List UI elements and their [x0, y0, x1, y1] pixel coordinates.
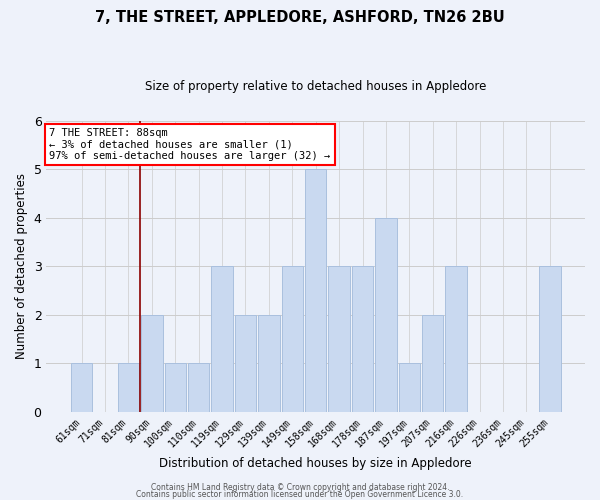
Bar: [164, 364, 186, 412]
Text: 7, THE STREET, APPLEDORE, ASHFORD, TN26 2BU: 7, THE STREET, APPLEDORE, ASHFORD, TN26 …: [95, 10, 505, 25]
Bar: [422, 314, 443, 412]
Text: Contains HM Land Registry data © Crown copyright and database right 2024.: Contains HM Land Registry data © Crown c…: [151, 484, 449, 492]
Bar: [71, 364, 92, 412]
Bar: [305, 169, 326, 412]
Bar: [328, 266, 350, 412]
Text: 7 THE STREET: 88sqm
← 3% of detached houses are smaller (1)
97% of semi-detached: 7 THE STREET: 88sqm ← 3% of detached hou…: [49, 128, 331, 161]
Bar: [398, 364, 420, 412]
Bar: [352, 266, 373, 412]
Bar: [539, 266, 560, 412]
Bar: [118, 364, 139, 412]
Bar: [258, 314, 280, 412]
Bar: [445, 266, 467, 412]
Text: Contains public sector information licensed under the Open Government Licence 3.: Contains public sector information licen…: [136, 490, 464, 499]
Bar: [375, 218, 397, 412]
Y-axis label: Number of detached properties: Number of detached properties: [15, 173, 28, 359]
Title: Size of property relative to detached houses in Appledore: Size of property relative to detached ho…: [145, 80, 487, 93]
Bar: [235, 314, 256, 412]
Bar: [141, 314, 163, 412]
Bar: [188, 364, 209, 412]
Bar: [211, 266, 233, 412]
Bar: [281, 266, 303, 412]
X-axis label: Distribution of detached houses by size in Appledore: Distribution of detached houses by size …: [160, 457, 472, 470]
